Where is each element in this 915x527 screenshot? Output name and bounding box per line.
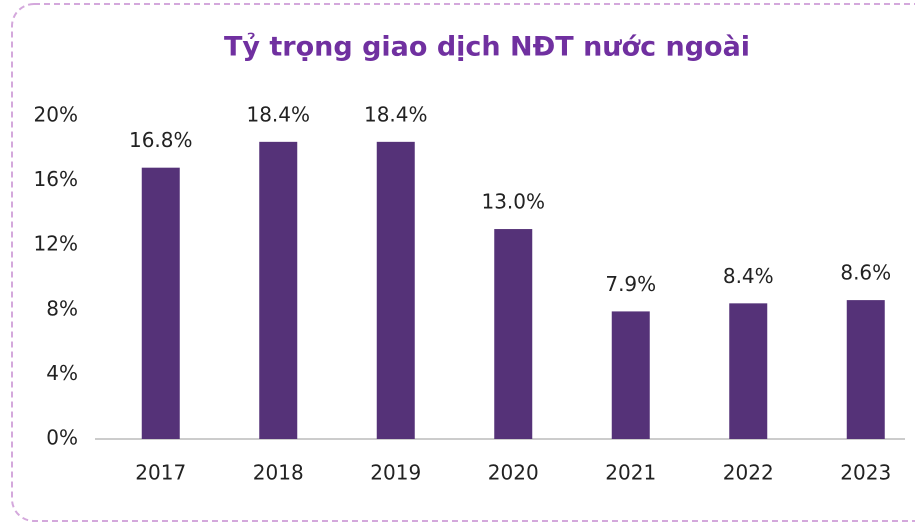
frame xyxy=(11,3,915,522)
y-tick-label: 16% xyxy=(34,167,78,191)
bar xyxy=(611,311,650,439)
bar xyxy=(259,141,298,439)
data-label: 13.0% xyxy=(481,190,545,214)
x-tick-label: 2019 xyxy=(370,461,421,485)
x-tick-label: 2023 xyxy=(840,461,891,485)
data-label: 18.4% xyxy=(364,102,428,126)
data-label: 16.8% xyxy=(129,128,193,152)
data-label: 8.4% xyxy=(723,264,774,288)
data-label: 8.6% xyxy=(840,261,891,285)
x-tick-label: 2017 xyxy=(135,461,186,485)
bar xyxy=(846,300,885,439)
bar xyxy=(729,303,768,439)
chart-title: Tỷ trọng giao dịch NĐT nước ngoài xyxy=(224,32,750,63)
x-tick-label: 2021 xyxy=(605,461,656,485)
y-tick-label: 20% xyxy=(34,103,78,127)
x-tick-label: 2022 xyxy=(723,461,774,485)
bar xyxy=(141,167,180,439)
y-tick-label: 12% xyxy=(34,232,78,256)
x-tick-label: 2020 xyxy=(488,461,539,485)
data-label: 7.9% xyxy=(605,272,656,296)
y-tick-label: 8% xyxy=(46,296,78,320)
y-tick-label: 4% xyxy=(46,361,78,385)
bar xyxy=(494,229,533,439)
bar xyxy=(376,141,415,439)
data-label: 18.4% xyxy=(246,102,310,126)
y-tick-label: 0% xyxy=(46,426,78,450)
x-tick-label: 2018 xyxy=(253,461,304,485)
